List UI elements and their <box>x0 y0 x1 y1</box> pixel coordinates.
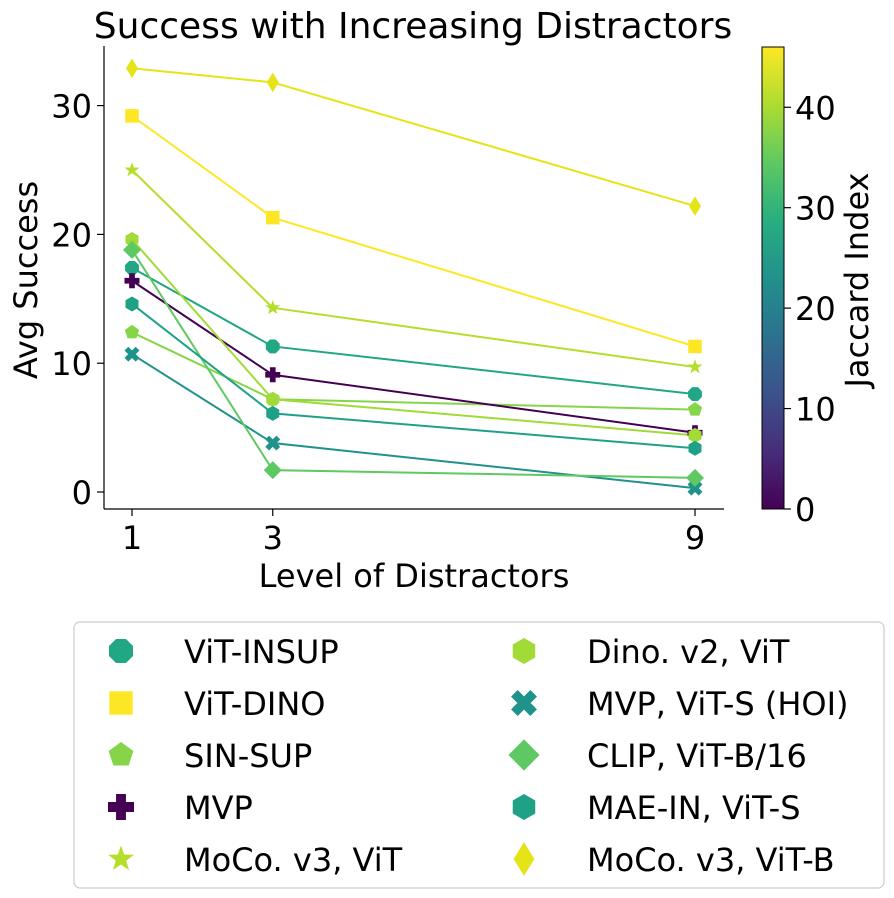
data-point-dino-v2-vit <box>125 232 139 248</box>
data-point-moco-v3-vit-b <box>126 58 138 78</box>
colorbar-gradient <box>761 46 785 510</box>
colorbar-label: Jaccard Index <box>838 172 876 389</box>
series-markers <box>123 58 704 496</box>
legend-item: SIN-SUP <box>108 737 312 775</box>
data-point-vit-insup <box>265 339 280 354</box>
legend: ViT-INSUP ViT-DINO SIN-SUP MVP MoCo. v3, ViT… <box>73 621 885 889</box>
series-line-vit-insup <box>131 267 696 396</box>
legend-label-vit-insup: ViT-INSUP <box>184 633 339 671</box>
legend-marker-clip-vit-b-16 <box>508 739 540 771</box>
data-point-mvp-vit-s-hoi-shape <box>265 435 281 451</box>
data-point-vit-dino <box>125 109 139 123</box>
data-point-moco-v3-vit-b <box>266 72 279 93</box>
legend-marker-vit-insup <box>108 638 134 664</box>
colorbar-tick-label: 0 <box>795 491 815 529</box>
legend-label-mvp: MVP <box>184 789 253 827</box>
series-lines <box>131 67 696 490</box>
y-tick-label: 30 <box>51 88 92 126</box>
data-point-sin-sup <box>687 402 703 416</box>
legend-marker-sin-sup <box>108 742 134 766</box>
data-point-moco-v3-vit <box>687 359 703 374</box>
colorbar: 0 10 20 30 40 Jaccard Index <box>761 46 876 529</box>
data-point-mvp-vit-s-hoi-shape <box>124 346 140 362</box>
series-line-moco-v3-vit-b <box>131 67 696 208</box>
legend-item: Dino. v2, ViT <box>512 633 790 671</box>
legend-marker-mvp-vit-s-hoi-shape <box>511 690 537 716</box>
legend-marker-mae-in-vit-s <box>512 794 536 820</box>
x-tick-label: 3 <box>263 519 283 557</box>
data-point-dino-v2-vit <box>266 391 280 407</box>
legend-marker-moco-v3-vit <box>108 845 134 871</box>
legend-marker-moco-v3-vit-b <box>513 842 535 876</box>
plot-area: 0 10 20 30 1 3 9 <box>51 46 724 557</box>
legend-label-mae-in-vit-s: MAE-IN, ViT-S <box>587 789 801 827</box>
data-point-sin-sup <box>124 324 140 339</box>
x-axis-label: Level of Distractors <box>259 557 570 595</box>
data-point-mae-in-vit-s <box>125 296 139 312</box>
legend-label-dino-v2-vit: Dino. v2, ViT <box>587 633 790 671</box>
data-point-dino-v2-vit <box>688 427 702 443</box>
legend-marker-mvp-vit-s-hoi <box>511 690 537 716</box>
legend-item: MAE-IN, ViT-S <box>512 789 801 827</box>
legend-marker-mvp <box>108 794 134 820</box>
x-tick-label: 1 <box>122 519 142 557</box>
colorbar-tick-label: 40 <box>795 89 836 127</box>
y-tick-label: 0 <box>72 474 92 512</box>
series-line-sin-sup <box>131 331 696 411</box>
data-point-mvp-vit-s-hoi <box>124 346 140 362</box>
series-line-vit-dino <box>131 115 696 348</box>
legend-label-moco-v3-vit: MoCo. v3, ViT <box>184 841 403 879</box>
data-point-mvp-vit-s-hoi-shape <box>687 480 703 496</box>
data-point-moco-v3-vit-b <box>689 196 701 216</box>
x-ticks: 1 3 9 <box>122 509 705 557</box>
y-axis-label: Avg Success <box>7 181 45 379</box>
legend-marker-dino-v2-vit <box>512 638 536 664</box>
legend-item: MoCo. v3, ViT-B <box>513 841 835 879</box>
colorbar-tick-label: 20 <box>795 290 836 328</box>
legend-item: MVP, ViT-S (HOI) <box>511 685 849 723</box>
legend-item: MoCo. v3, ViT <box>108 841 403 879</box>
colorbar-tick-label: 30 <box>795 190 836 228</box>
data-point-mvp <box>265 367 281 383</box>
legend-items: ViT-INSUP ViT-DINO SIN-SUP MVP MoCo. v3, ViT… <box>108 633 849 879</box>
legend-item: CLIP, ViT-B/16 <box>508 737 807 775</box>
y-ticks: 0 10 20 30 <box>51 88 104 512</box>
data-point-mae-in-vit-s <box>266 405 280 421</box>
data-point-vit-dino <box>688 339 702 354</box>
series-line-clip-vit-b-16 <box>131 249 696 479</box>
series-line-mae-in-vit-s <box>131 303 696 450</box>
data-point-mvp-vit-s-hoi <box>687 480 703 496</box>
data-point-moco-v3-vit <box>124 162 140 177</box>
data-point-clip-vit-b-16 <box>263 461 282 480</box>
legend-item: ViT-INSUP <box>108 633 339 671</box>
legend-label-clip-vit-b-16: CLIP, ViT-B/16 <box>587 737 807 775</box>
y-tick-label: 10 <box>51 345 92 383</box>
legend-label-sin-sup: SIN-SUP <box>184 737 312 775</box>
legend-label-mvp-vit-s-hoi: MVP, ViT-S (HOI) <box>587 685 849 723</box>
data-point-vit-insup <box>125 260 139 275</box>
legend-label-moco-v3-vit-b: MoCo. v3, ViT-B <box>587 841 835 879</box>
legend-item: ViT-DINO <box>109 685 325 723</box>
legend-item: MVP <box>108 789 253 827</box>
data-point-mvp <box>124 273 140 289</box>
colorbar-tick-label: 10 <box>795 391 836 429</box>
legend-marker-vit-dino <box>109 691 133 715</box>
data-point-vit-insup <box>688 387 702 402</box>
data-point-vit-dino <box>266 210 280 225</box>
series-line-mvp <box>131 279 696 434</box>
x-tick-label: 9 <box>685 519 705 557</box>
y-tick-label: 20 <box>51 216 92 254</box>
data-point-clip-vit-b-16 <box>686 468 704 487</box>
legend-label-vit-dino: ViT-DINO <box>184 685 325 723</box>
data-point-mvp-vit-s-hoi <box>265 435 281 451</box>
colorbar-ticks: 0 10 20 30 40 <box>784 89 836 529</box>
data-point-clip-vit-b-16 <box>123 240 141 259</box>
data-point-mae-in-vit-s <box>688 440 702 456</box>
legend-frame <box>73 621 885 889</box>
data-point-moco-v3-vit <box>265 299 281 315</box>
chart-title: Success with Increasing Distractors <box>94 6 732 47</box>
